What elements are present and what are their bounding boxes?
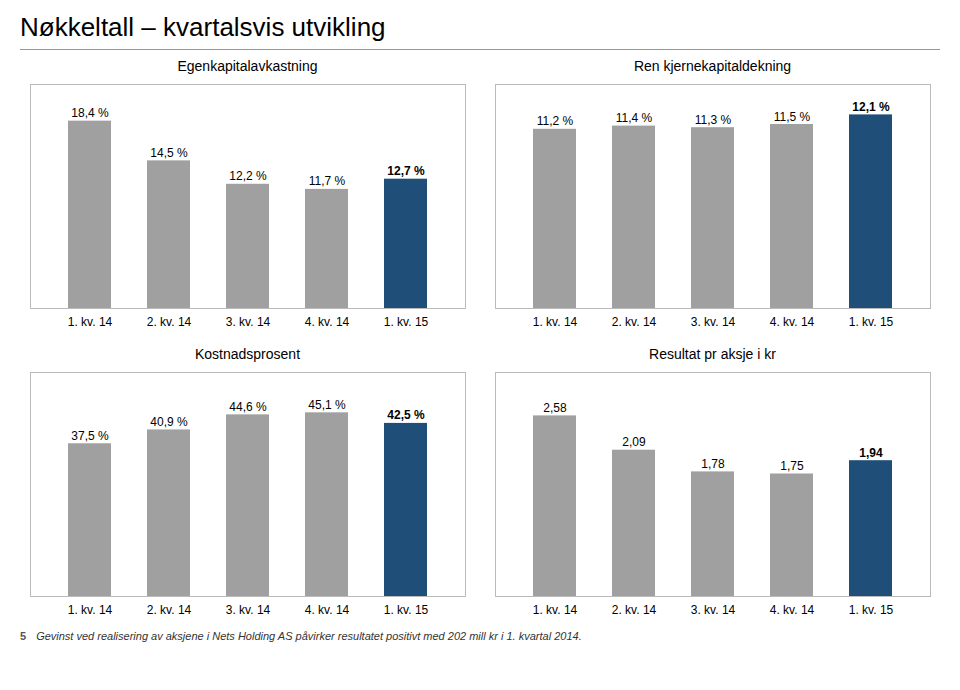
svg-text:1. kv. 14: 1. kv. 14 [533,315,578,329]
svg-text:14,5 %: 14,5 % [150,146,188,160]
svg-text:3. kv. 14: 3. kv. 14 [691,315,736,329]
svg-text:2. kv. 14: 2. kv. 14 [147,603,192,617]
svg-text:3. kv. 14: 3. kv. 14 [226,315,271,329]
svg-text:11,7 %: 11,7 % [309,174,346,188]
svg-text:3. kv. 14: 3. kv. 14 [691,603,736,617]
svg-text:12,2 %: 12,2 % [229,169,267,183]
svg-text:4. kv. 14: 4. kv. 14 [770,603,815,617]
svg-text:2,09: 2,09 [622,435,646,449]
svg-text:12,7 %: 12,7 % [387,164,425,178]
html-text:Egenkapitalavkastning: Egenkapitalavkastning [177,58,318,74]
html-text:5: 5 [20,630,27,642]
svg-text:42,5 %: 42,5 % [387,408,425,422]
svg-text:1. kv. 14: 1. kv. 14 [68,315,113,329]
svg-text:11,2 %: 11,2 % [537,114,574,128]
svg-text:1. kv. 15: 1. kv. 15 [384,603,429,617]
svg-text:2,58: 2,58 [543,401,567,415]
svg-text:1,75: 1,75 [780,459,804,473]
svg-text:2. kv. 14: 2. kv. 14 [612,603,657,617]
svg-text:1. kv. 15: 1. kv. 15 [849,315,894,329]
svg-text:44,6 %: 44,6 % [229,400,267,414]
html-text:Ren kjernekapitaldekning: Ren kjernekapitaldekning [633,58,792,74]
svg-text:3. kv. 14: 3. kv. 14 [226,603,271,617]
svg-text:1. kv. 15: 1. kv. 15 [384,315,429,329]
svg-text:2. kv. 14: 2. kv. 14 [612,315,657,329]
svg-text:1. kv. 14: 1. kv. 14 [533,603,578,617]
svg-text:11,3 %: 11,3 % [695,113,732,127]
svg-text:11,5 %: 11,5 % [774,110,811,124]
html-text:Resultat pr aksje i kr: Resultat pr aksje i kr [649,346,776,362]
svg-text:11,4 %: 11,4 % [616,111,653,125]
svg-text:18,4 %: 18,4 % [71,106,109,120]
svg-text:40,9 %: 40,9 % [150,415,188,429]
svg-text:45,1 %: 45,1 % [308,398,346,412]
html-text:Gevinst ved realisering av aks: Gevinst ved realisering av aksjene i Net… [36,630,582,642]
svg-text:1. kv. 15: 1. kv. 15 [849,603,894,617]
svg-text:1,94: 1,94 [859,446,883,460]
svg-text:4. kv. 14: 4. kv. 14 [305,603,350,617]
html-text:Nøkkeltall – kvartalsvis utvik: Nøkkeltall – kvartalsvis utvikling [20,12,386,42]
svg-text:4. kv. 14: 4. kv. 14 [770,315,815,329]
svg-text:1,78: 1,78 [701,457,725,471]
svg-text:2. kv. 14: 2. kv. 14 [147,315,192,329]
svg-text:4. kv. 14: 4. kv. 14 [305,315,350,329]
svg-text:12,1 %: 12,1 % [852,100,890,114]
svg-text:1. kv. 14: 1. kv. 14 [68,603,113,617]
svg-text:37,5 %: 37,5 % [71,429,109,443]
html-text:Kostnadsprosent: Kostnadsprosent [195,346,300,362]
